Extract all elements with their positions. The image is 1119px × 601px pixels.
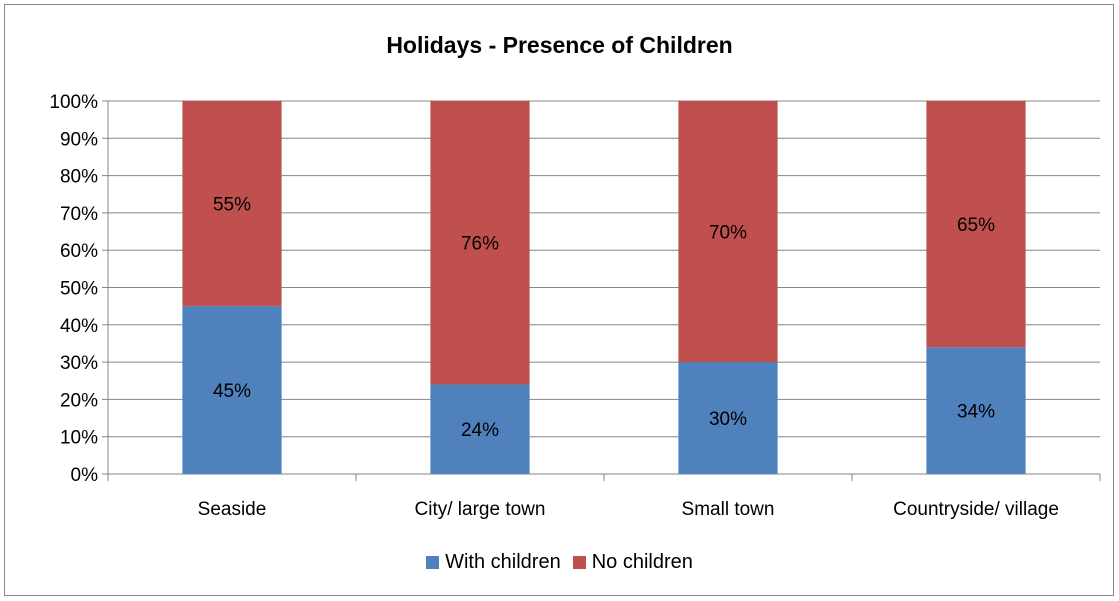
y-tick-label: 20% <box>60 390 98 411</box>
data-label: 70% <box>709 223 747 244</box>
data-label: 45% <box>213 381 251 402</box>
bar-no-children <box>678 101 778 363</box>
y-tick-label: 90% <box>60 129 98 150</box>
y-tick-label: 40% <box>60 316 98 337</box>
x-tick-label: Small town <box>682 499 775 520</box>
y-tick-label: 70% <box>60 204 98 225</box>
data-label: 30% <box>709 409 747 430</box>
legend-swatch-with-children <box>426 556 440 569</box>
bar-no-children <box>926 101 1026 348</box>
bar-with-children <box>182 306 282 474</box>
x-tick-label: City/ large town <box>415 499 546 520</box>
x-tick-label: Countryside/ village <box>893 499 1059 520</box>
bar-with-children <box>678 362 778 474</box>
y-tick-label: 80% <box>60 167 98 188</box>
data-label: 34% <box>957 402 995 423</box>
legend-item-with-children: With children <box>426 551 561 574</box>
y-tick-label: 100% <box>49 92 98 113</box>
bar-with-children <box>430 384 530 474</box>
legend-label-no-children: No children <box>591 551 693 573</box>
legend: With children No children <box>0 551 1119 574</box>
legend-swatch-no-children <box>572 556 586 569</box>
chart-title: Holidays - Presence of Children <box>386 32 733 58</box>
bar-no-children <box>182 101 282 307</box>
bar-no-children <box>430 101 530 385</box>
data-label: 65% <box>957 215 995 236</box>
x-tick-label: Seaside <box>198 499 267 520</box>
legend-label-with-children: With children <box>445 551 561 573</box>
data-label: 24% <box>461 420 499 441</box>
bar-with-children <box>926 347 1026 474</box>
y-tick-label: 50% <box>60 279 98 300</box>
y-tick-label: 10% <box>60 428 98 449</box>
data-label: 55% <box>213 195 251 216</box>
legend-item-no-children: No children <box>572 551 693 574</box>
y-tick-label: 60% <box>60 241 98 262</box>
y-tick-label: 30% <box>60 353 98 374</box>
y-tick-label: 0% <box>71 465 99 486</box>
data-label: 76% <box>461 234 499 255</box>
